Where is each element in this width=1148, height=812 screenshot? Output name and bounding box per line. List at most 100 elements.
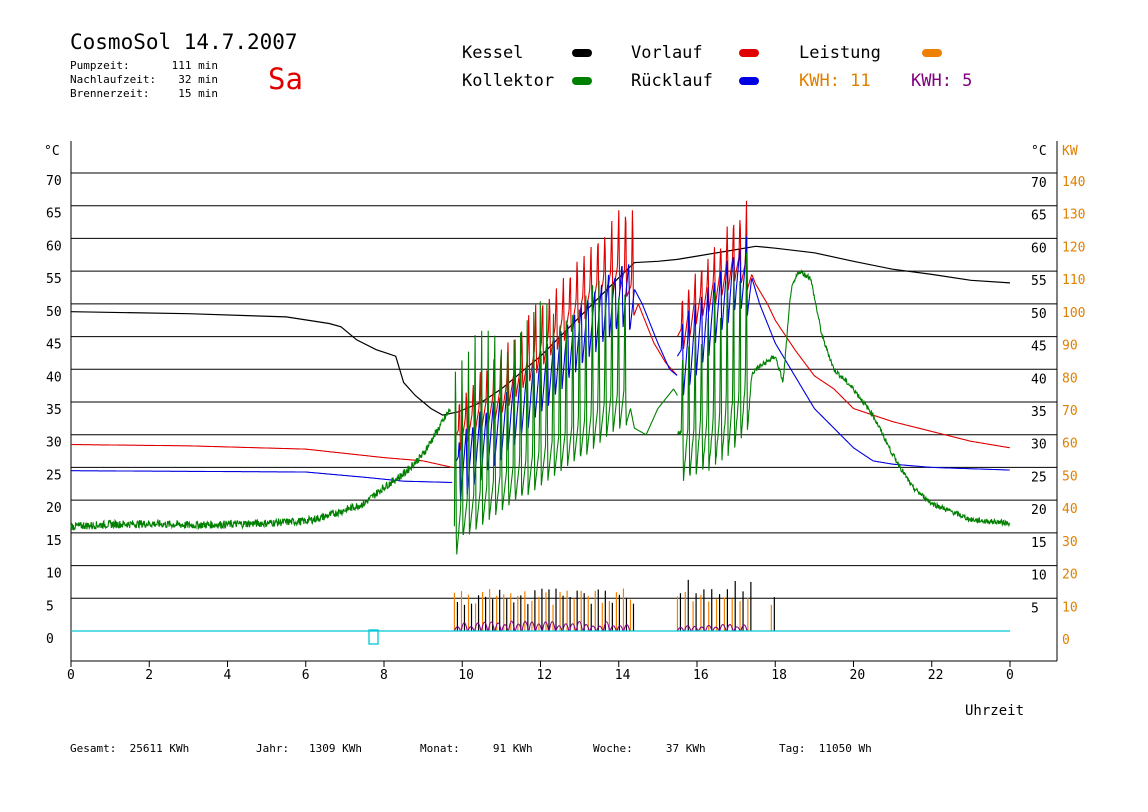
series-hump-pumpe (460, 622, 468, 632)
stat-nachlaufzeit: Nachlaufzeit: 32 min (70, 73, 218, 86)
series-hump-pumpe (541, 621, 550, 632)
series-hump-pumpe (548, 621, 556, 632)
series-line-kollektor (453, 275, 678, 555)
series-hump-pumpe (623, 624, 631, 632)
series-line-kollektor (70, 408, 451, 531)
y2-tick-label: 130 (1062, 208, 1085, 223)
legend-kollektor-swatch (572, 77, 592, 85)
footer-value: 25611 KWh (129, 742, 190, 755)
stat-pumpzeit: Pumpzeit: 111 min (70, 59, 218, 72)
y2-tick-label: 60 (1062, 437, 1078, 452)
stat-brennerzeit: Brennerzeit: 15 min (70, 87, 218, 100)
footer-label: Gesamt: (70, 742, 117, 755)
y-tick-label-left: 50 (46, 305, 62, 320)
y-tick-label-left: 30 (46, 436, 62, 451)
y-tick-label-right: 15 (1031, 536, 1047, 551)
time-cursor-marker (368, 629, 379, 645)
y-tick-label-left: 5 (46, 599, 54, 614)
y-tick-label-right: 55 (1031, 274, 1047, 289)
y-tick-label-left: 10 (46, 567, 62, 582)
stat-label: Pumpzeit: (70, 59, 130, 72)
series-hump-pumpe (575, 620, 583, 632)
series-hump-pumpe (602, 621, 611, 632)
y-tick-label-right: 70 (1031, 176, 1047, 191)
series-line-ruecklauf (676, 236, 1010, 471)
stat-label: Brennerzeit: (70, 87, 150, 100)
y2-tick-label: 10 (1062, 600, 1078, 615)
x-tick-label: 6 (302, 668, 310, 683)
weekday-label: Sa (268, 62, 303, 96)
x-tick-label: 4 (224, 668, 232, 683)
series-hump-pumpe (480, 621, 489, 632)
series-line-ruecklauf (71, 470, 453, 484)
series-hump-pumpe (616, 625, 624, 632)
x-axis-title: Uhrzeit (965, 703, 1024, 719)
y-axis-unit-left: °C (44, 144, 60, 159)
y2-tick-label: 40 (1062, 502, 1078, 517)
page-title: CosmoSol 14.7.2007 (70, 30, 298, 54)
series-hump-pumpe (521, 620, 529, 632)
y-tick-label-right: 50 (1031, 307, 1047, 322)
series-hump-pumpe (514, 623, 523, 632)
y2-tick-label: 90 (1062, 339, 1078, 354)
y2-tick-label: 80 (1062, 371, 1078, 386)
series-hump-pumpe (555, 625, 563, 632)
series-hump-pumpe (501, 624, 509, 632)
footer-tag: Tag: 11050 Wh (779, 742, 872, 755)
series-hump-pumpe (726, 624, 734, 632)
series-hump-pumpe (676, 626, 685, 632)
y2-tick-label: 120 (1062, 240, 1085, 255)
y-tick-label-right: 30 (1031, 438, 1047, 453)
legend-kessel-label: Kessel (462, 43, 524, 63)
y-tick-label-left: 55 (46, 272, 62, 287)
y-tick-label-left: 20 (46, 501, 62, 516)
series-hump-pumpe (719, 623, 727, 632)
series-hump-pumpe (569, 623, 577, 632)
y2-tick-label: 0 (1062, 633, 1070, 648)
y-tick-label-right: 60 (1031, 241, 1047, 256)
footer-value: 91 KWh (492, 742, 533, 755)
series-hump-pumpe (582, 624, 590, 632)
x-tick-label: 8 (380, 668, 388, 683)
stat-value: 111 min (171, 59, 218, 72)
legend-kwh-total: KWH: 11 (799, 71, 871, 91)
x-tick-label: 0 (67, 668, 75, 683)
y2-tick-label: 110 (1062, 273, 1085, 288)
y-tick-label-left: 35 (46, 403, 62, 418)
footer-woche: Woche: 37 KWh (593, 742, 706, 755)
y-tick-label-right: 65 (1031, 209, 1047, 224)
series-hump-pumpe (487, 621, 495, 632)
footer-label: Monat: (420, 742, 460, 755)
x-tick-label: 14 (615, 668, 631, 683)
y-tick-label-left: 65 (46, 207, 62, 222)
y2-tick-label: 100 (1062, 306, 1085, 321)
y-tick-label-right: 40 (1031, 372, 1047, 387)
y2-axis-unit: KW (1062, 144, 1078, 159)
y2-tick-label: 70 (1062, 404, 1078, 419)
stat-value: 15 min (178, 87, 218, 100)
legend-vorlauf-label: Vorlauf (631, 43, 703, 63)
series-hump-pumpe (596, 625, 604, 632)
y-tick-label-right: 25 (1031, 470, 1047, 485)
x-tick-label: 0 (1006, 668, 1014, 683)
footer-label: Tag: (779, 742, 806, 755)
legend-ruecklauf-swatch (739, 77, 759, 85)
y-tick-label-right: 45 (1031, 340, 1047, 355)
y-axis-unit-right: °C (1031, 144, 1047, 159)
series-hump-pumpe (698, 626, 706, 632)
series-hump-pumpe (528, 621, 536, 632)
series-hump-pumpe (712, 626, 720, 632)
series-hump-pumpe (683, 625, 692, 632)
y2-tick-label: 20 (1062, 568, 1078, 583)
series-hump-pumpe (508, 620, 516, 632)
series-hump-pumpe (494, 622, 502, 632)
y2-tick-label: 50 (1062, 469, 1078, 484)
y2-tick-label: 30 (1062, 535, 1078, 550)
series-line-vorlauf (71, 443, 453, 468)
x-tick-label: 20 (850, 668, 866, 683)
footer-monat: Monat: 91 KWh (420, 742, 533, 755)
footer-label: Jahr: (256, 742, 290, 755)
y-tick-label-left: 25 (46, 468, 62, 483)
series-hump-pumpe (535, 623, 543, 632)
legend-leistung-swatch (922, 49, 942, 57)
